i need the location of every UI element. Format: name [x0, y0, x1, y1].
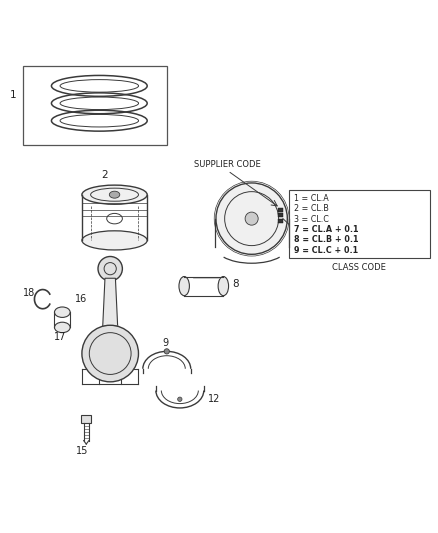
Ellipse shape: [54, 322, 70, 333]
Ellipse shape: [218, 277, 229, 296]
Text: 17: 17: [54, 333, 66, 342]
Text: 8 = CL.B + 0.1: 8 = CL.B + 0.1: [294, 236, 358, 245]
Ellipse shape: [110, 191, 120, 198]
FancyBboxPatch shape: [81, 415, 92, 423]
Ellipse shape: [54, 307, 70, 318]
Text: 12: 12: [208, 394, 220, 404]
Text: SUPPLIER CODE: SUPPLIER CODE: [194, 160, 261, 169]
Polygon shape: [102, 278, 118, 334]
Ellipse shape: [216, 183, 287, 254]
Bar: [278, 208, 283, 212]
Ellipse shape: [98, 256, 122, 281]
Ellipse shape: [82, 231, 147, 250]
Text: 9: 9: [162, 338, 169, 348]
Text: 18: 18: [23, 288, 35, 297]
Text: 2 = CL.B: 2 = CL.B: [294, 204, 329, 213]
Text: 16: 16: [75, 294, 88, 304]
Ellipse shape: [82, 185, 147, 204]
Ellipse shape: [245, 212, 258, 225]
Text: 2: 2: [102, 170, 108, 180]
Bar: [278, 213, 283, 217]
Text: 1: 1: [10, 90, 17, 100]
Text: 9 = CL.C + 0.1: 9 = CL.C + 0.1: [294, 246, 358, 255]
Ellipse shape: [179, 277, 189, 296]
Bar: [278, 219, 283, 223]
Text: 1 = CL.A: 1 = CL.A: [294, 193, 328, 203]
Text: 15: 15: [76, 447, 88, 456]
Ellipse shape: [82, 325, 138, 382]
Text: 3 = CL.C: 3 = CL.C: [294, 215, 329, 223]
Ellipse shape: [178, 397, 182, 401]
Text: CLASS CODE: CLASS CODE: [332, 263, 386, 272]
Text: 7 = CL.A + 0.1: 7 = CL.A + 0.1: [294, 225, 358, 234]
Ellipse shape: [164, 349, 170, 354]
Text: 8: 8: [232, 279, 239, 289]
